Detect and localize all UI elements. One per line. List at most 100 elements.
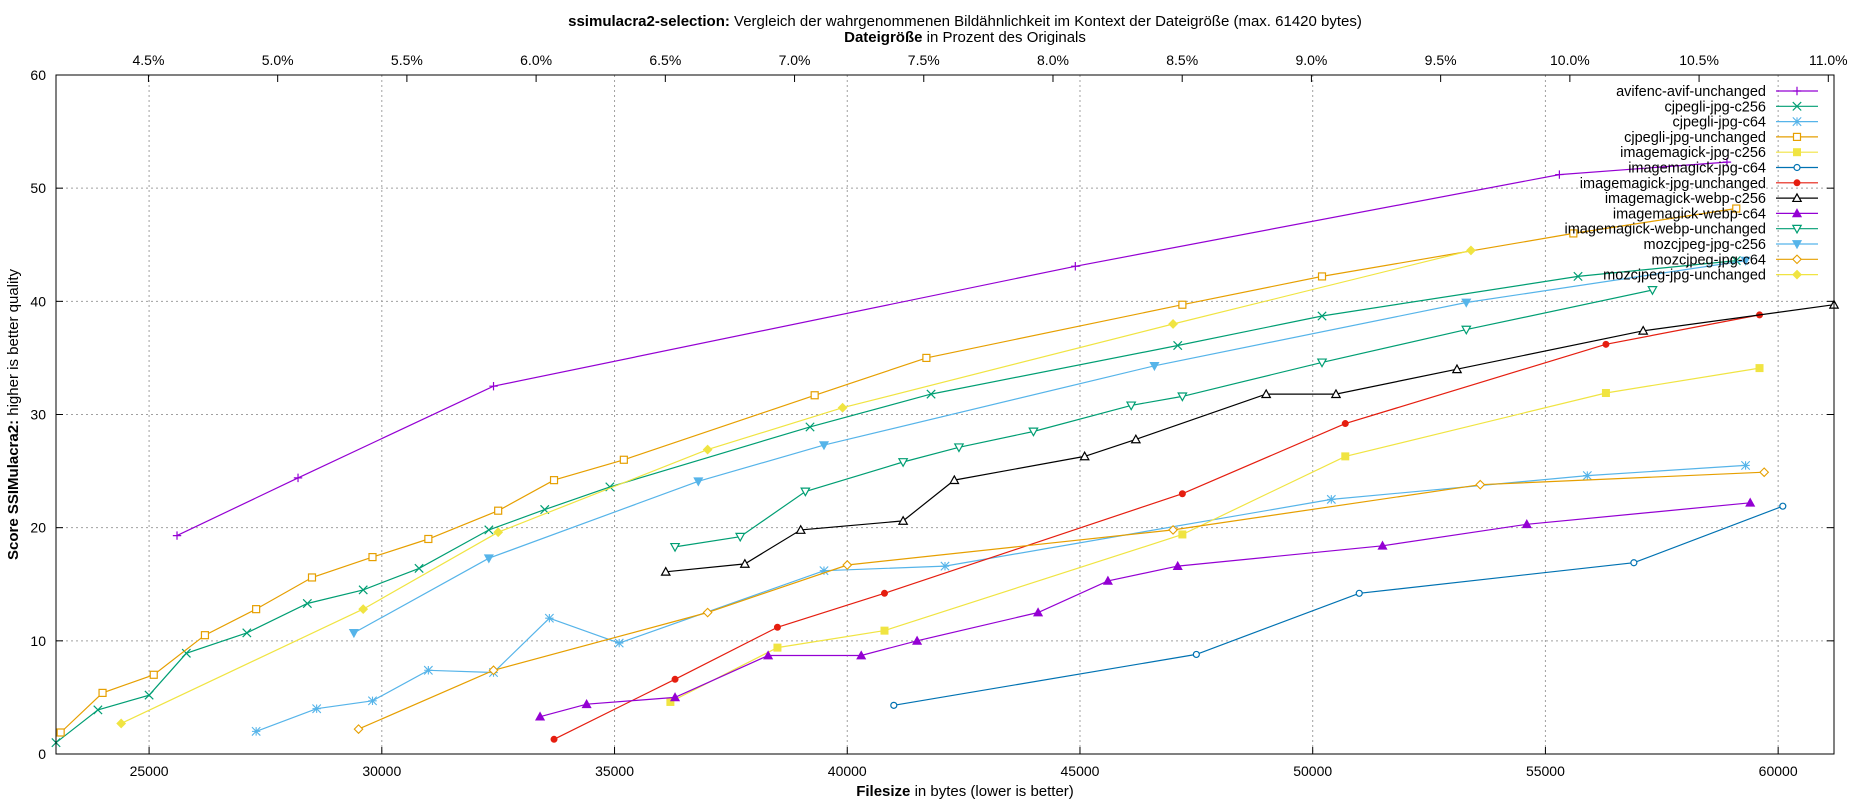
legend-imagemagick-webp-c256-label: imagemagick-webp-c256	[1605, 191, 1766, 207]
legend-imagemagick-jpg-c256-label: imagemagick-jpg-c256	[1620, 145, 1766, 161]
series-imagemagick-jpg-unchanged-line	[553, 314, 1760, 740]
legend-imagemagick-jpg-c256-point	[1793, 148, 1801, 157]
legend-mozcjpeg-jpg-c64-point	[1792, 254, 1802, 265]
x2-axis-label: Dateigröße in Prozent des Originals	[844, 29, 1086, 46]
series-imagemagick-jpg-c256-point	[666, 697, 675, 706]
x-tick-label: 45000	[1061, 763, 1100, 779]
chart-title-rest: Vergleich der wahrgenommenen Bildähnlich…	[730, 13, 1362, 30]
x-tick-label: 40000	[828, 763, 867, 779]
legend-mozcjpeg-jpg-unchanged-point	[1792, 269, 1802, 280]
series-cjpegli-jpg-unchanged-line	[60, 207, 1737, 733]
series-cjpegli-jpg-c64-point	[819, 566, 829, 576]
legend-cjpegli-jpg-c64-label: cjpegli-jpg-c64	[1673, 115, 1767, 131]
x-axis-label-rest: in bytes (lower is better)	[910, 783, 1073, 800]
legend-imagemagick-webp-unchanged: imagemagick-webp-unchanged	[1564, 222, 1818, 238]
series-cjpegli-jpg-unchanged-point	[494, 506, 503, 515]
series-imagemagick-webp-unchanged-point	[800, 487, 811, 497]
x2-tick-label: 10.5%	[1679, 52, 1719, 68]
series-imagemagick-webp-c256-point	[795, 524, 806, 534]
series-cjpegli-jpg-unchanged-point	[619, 455, 628, 464]
series-cjpegli-jpg-c256-point	[242, 628, 252, 638]
legend-cjpegli-jpg-c256: cjpegli-jpg-c256	[1664, 99, 1818, 115]
series-mozcjpeg-jpg-c64-point	[842, 560, 853, 570]
x-tick-label: 35000	[595, 763, 634, 779]
x-tick-label: 50000	[1293, 763, 1332, 779]
legend-imagemagick-jpg-c64: imagemagick-jpg-c64	[1628, 161, 1818, 177]
series-cjpegli-jpg-unchanged-point	[1178, 300, 1187, 309]
x2-tick-label: 6.0%	[520, 52, 552, 68]
x2-tick-label: 9.0%	[1295, 52, 1327, 68]
series-imagemagick-webp-c256-point	[1637, 325, 1649, 335]
y-axis-label: Score SSIMulacra2: higher is better qual…	[5, 269, 22, 560]
series-imagemagick-webp-unchanged	[669, 286, 1658, 553]
series-mozcjpeg-jpg-c256-point	[818, 441, 830, 451]
series-mozcjpeg-jpg-unchanged-point	[358, 604, 369, 615]
series-imagemagick-jpg-c64-line	[893, 505, 1784, 706]
series-imagemagick-webp-unchanged-point	[1125, 401, 1137, 411]
series-mozcjpeg-jpg-unchanged-point	[1466, 245, 1476, 256]
y-axis-label-bold: Score SSIMulacra2:	[5, 420, 22, 560]
series-cjpegli-jpg-c256-point	[302, 598, 312, 609]
series-mozcjpeg-jpg-c64-point	[1168, 524, 1179, 535]
legend-imagemagick-webp-unchanged-label: imagemagick-webp-unchanged	[1564, 222, 1766, 238]
series-cjpegli-jpg-c256-point	[1731, 255, 1741, 266]
legend-imagemagick-webp-c256: imagemagick-webp-c256	[1605, 191, 1818, 207]
series-imagemagick-webp-c256-point	[1260, 388, 1272, 399]
legend-mozcjpeg-jpg-unchanged-label: mozcjpeg-jpg-unchanged	[1603, 268, 1766, 284]
y-tick-label: 50	[30, 180, 46, 196]
series-imagemagick-jpg-c64-point	[890, 701, 898, 709]
series-cjpegli-jpg-unchanged-point	[56, 728, 65, 737]
series-mozcjpeg-jpg-c64	[353, 467, 1770, 735]
series-mozcjpeg-jpg-unchanged-line	[120, 249, 1472, 724]
series-imagemagick-webp-unchanged-point	[1028, 427, 1039, 437]
series-imagemagick-webp-unchanged-point	[669, 542, 681, 553]
x2-tick-label: 7.0%	[779, 52, 811, 68]
series-cjpegli-jpg-unchanged-point	[252, 605, 261, 614]
y-tick-label: 20	[30, 520, 46, 536]
legend-cjpegli-jpg-c64-point	[1792, 117, 1802, 127]
series-avifenc-avif-unchanged-line	[176, 161, 1727, 537]
x-tick-label: 30000	[362, 763, 401, 779]
series-imagemagick-jpg-unchanged-point	[773, 623, 781, 631]
series-imagemagick-jpg-unchanged-point	[550, 735, 558, 743]
series-cjpegli-jpg-c256-point	[926, 389, 936, 399]
series-cjpegli-jpg-unchanged-point	[810, 391, 819, 400]
x2-tick-label: 5.0%	[262, 52, 294, 68]
series-cjpegli-jpg-unchanged-point	[98, 688, 107, 697]
series-imagemagick-jpg-c256-point	[773, 643, 782, 652]
series-imagemagick-webp-c256-point	[739, 558, 751, 568]
legend-imagemagick-webp-c64-label: imagemagick-webp-c64	[1613, 206, 1766, 222]
series-imagemagick-jpg-c256-line	[670, 367, 1760, 703]
series-cjpegli-jpg-unchanged-point	[368, 552, 377, 562]
series-mozcjpeg-jpg-c64-point	[353, 724, 364, 735]
x2-tick-label: 4.5%	[132, 52, 164, 68]
series-imagemagick-jpg-c256	[666, 364, 1764, 706]
series-imagemagick-webp-unchanged-line	[674, 289, 1653, 548]
series-imagemagick-webp-c256-point	[949, 474, 960, 485]
series-imagemagick-webp-c64-line	[539, 502, 1751, 718]
series-cjpegli-jpg-unchanged-point	[1569, 229, 1578, 238]
series-imagemagick-jpg-c64-point	[1192, 650, 1200, 659]
legend-imagemagick-webp-unchanged-point	[1791, 224, 1803, 235]
series-cjpegli-jpg-c256-point	[144, 690, 154, 700]
series-imagemagick-webp-c64-point	[1745, 497, 1756, 507]
series-imagemagick-jpg-c256-point	[1755, 364, 1764, 373]
series-imagemagick-webp-c256-point	[1330, 388, 1342, 399]
x-tick-label: 60000	[1759, 763, 1798, 779]
series-avifenc-avif-unchanged-point	[489, 382, 498, 391]
legend-avifenc-avif-unchanged-label: avifenc-avif-unchanged	[1616, 84, 1766, 100]
series-mozcjpeg-jpg-c64-point	[1475, 479, 1486, 490]
x2-tick-label: 6.5%	[649, 52, 681, 68]
x2-tick-label: 8.5%	[1166, 52, 1198, 68]
series-imagemagick-jpg-c256-point	[1341, 452, 1350, 461]
legend-mozcjpeg-jpg-c256-label: mozcjpeg-jpg-c256	[1643, 237, 1766, 253]
series-cjpegli-jpg-c64-point	[1582, 471, 1592, 481]
legend-mozcjpeg-jpg-c64: mozcjpeg-jpg-c64	[1652, 252, 1818, 268]
x2-axis-label-bold: Dateigröße	[844, 29, 922, 46]
series-cjpegli-jpg-c64-point	[367, 696, 378, 706]
legend-cjpegli-jpg-unchanged: cjpegli-jpg-unchanged	[1624, 130, 1818, 146]
legend-mozcjpeg-jpg-unchanged: mozcjpeg-jpg-unchanged	[1603, 268, 1818, 284]
series-imagemagick-jpg-unchanged-point	[1178, 490, 1186, 498]
legend-imagemagick-jpg-c64-point	[1793, 163, 1801, 172]
